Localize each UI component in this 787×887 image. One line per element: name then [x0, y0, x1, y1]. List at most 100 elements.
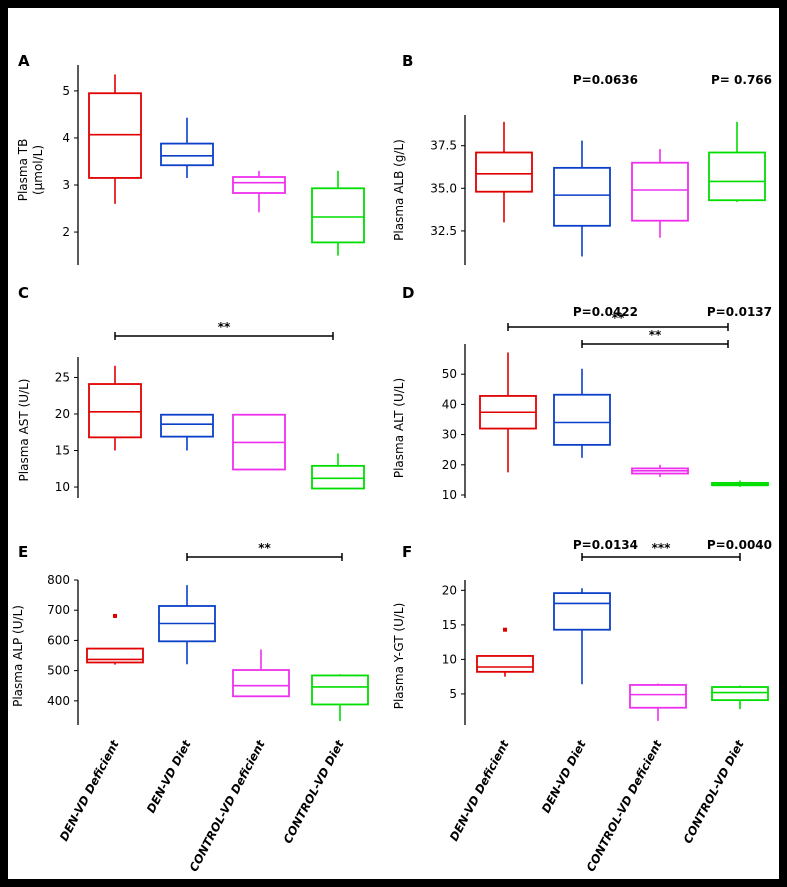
- box-iqr: [475, 151, 533, 193]
- y-tick-label: 25: [55, 370, 70, 384]
- box-iqr: [88, 92, 142, 179]
- box-iqr: [160, 413, 214, 438]
- x-tick-label: CONTROL-VD Deficient: [583, 737, 664, 874]
- y-axis-label: Plasma ALB (g/L): [392, 139, 406, 241]
- outlier-point: [503, 627, 507, 632]
- box-1: [158, 585, 216, 665]
- y-tick-label: 20: [442, 583, 457, 597]
- y-tick-label: 35.0: [430, 181, 457, 195]
- box-3: [708, 121, 766, 202]
- box-0: [479, 352, 537, 473]
- box-iqr: [708, 151, 766, 202]
- x-tick-label: CONTROL-VD Diet: [280, 737, 346, 845]
- y-tick-label: 600: [47, 633, 70, 647]
- panel-letter: F: [402, 543, 412, 561]
- box-1: [553, 140, 611, 257]
- y-axis-label-line: Plasma Y-GT (U/L): [392, 603, 406, 710]
- y-tick-label: 2: [62, 225, 70, 239]
- y-tick-label: 800: [47, 573, 70, 587]
- significance-stars: **: [258, 541, 271, 555]
- x-tick-label: DEN-VD Diet: [539, 737, 589, 815]
- y-tick-label: 400: [47, 694, 70, 708]
- p-value: P=0.0134: [573, 538, 638, 552]
- box-3: [311, 453, 365, 490]
- p-value: P=0.0040: [707, 538, 772, 552]
- box-iqr: [553, 393, 611, 446]
- box-3: [711, 480, 769, 487]
- box-iqr: [631, 161, 689, 222]
- significance-bracket: **: [186, 541, 343, 561]
- y-tick-label: 15: [55, 444, 70, 458]
- significance-stars: **: [649, 328, 662, 342]
- box-iqr: [553, 592, 611, 631]
- y-tick-label: 50: [442, 367, 457, 381]
- y-axis-label-line: Plasma ALT (U/L): [392, 378, 406, 478]
- panel-e: E P=0.0134 400 500 600 700 800 Plasma ALP (U/L)…: [11, 538, 638, 725]
- box-iqr: [86, 647, 144, 664]
- box-2: [232, 649, 290, 698]
- box-iqr: [711, 686, 769, 702]
- p-value: P=0.0137: [707, 305, 772, 319]
- y-tick-label: 15: [442, 618, 457, 632]
- significance-bracket: **: [507, 311, 729, 331]
- box-0: [476, 655, 534, 677]
- panel-d: D P=0.0137 10 20 30 40 50 Plasma ALT (U/L) ** **: [392, 284, 772, 502]
- x-tick-label: CONTROL-VD Deficient: [186, 737, 267, 874]
- box-1: [553, 368, 611, 458]
- box-iqr: [311, 187, 365, 244]
- x-tick-label: DEN-VD Deficient: [57, 737, 122, 843]
- box-iqr: [160, 142, 214, 167]
- y-axis-label: Plasma AST (U/L): [17, 379, 31, 482]
- box-iqr: [476, 655, 534, 673]
- box-0: [88, 74, 142, 204]
- y-axis-label: Plasma Y-GT (U/L): [392, 603, 406, 710]
- panel-b: B P= 0.766 32.5 35.0 37.5 Plasma ALB (g/L): [392, 52, 772, 265]
- y-tick-label: 500: [47, 664, 70, 678]
- box-0: [86, 647, 144, 665]
- box-2: [631, 149, 689, 238]
- box-iqr: [553, 166, 611, 227]
- box-1: [553, 588, 611, 685]
- y-tick-label: 10: [55, 480, 70, 494]
- y-tick-label: 32.5: [430, 224, 457, 238]
- y-tick-label: 10: [442, 488, 457, 502]
- significance-stars: **: [218, 320, 231, 334]
- box-0: [88, 365, 142, 451]
- y-tick-label: 700: [47, 603, 70, 617]
- panel-letter: B: [402, 52, 413, 70]
- y-axis-label-line: Plasma TB: [16, 139, 30, 202]
- p-value: P=0.0422: [573, 305, 638, 319]
- box-2: [232, 170, 286, 213]
- x-tick-label: DEN-VD Deficient: [447, 737, 512, 843]
- box-2: [629, 683, 687, 721]
- box-iqr: [311, 674, 369, 706]
- p-value: P=0.0636: [573, 73, 638, 87]
- figure-canvas: A P=0.0636 2 3 4 5 Plasma TB(μmol/L) B P= 0.766 3…: [8, 8, 779, 879]
- x-tick-label: CONTROL-VD Diet: [680, 737, 746, 845]
- significance-bracket: ***: [581, 541, 741, 561]
- box-1: [160, 413, 214, 451]
- significance-bracket: **: [114, 320, 334, 340]
- panel-c: C P=0.0422 10 15 20 25 Plasma AST (U/L) **: [17, 284, 638, 498]
- panel-a: A P=0.0636 2 3 4 5 Plasma TB(μmol/L): [16, 52, 638, 265]
- y-tick-label: 5: [449, 687, 457, 701]
- box-1: [160, 117, 214, 178]
- x-tick-label: DEN-VD Diet: [144, 737, 194, 815]
- y-tick-label: 3: [62, 178, 70, 192]
- box-2: [631, 464, 689, 477]
- y-axis-label: Plasma TB(μmol/L): [16, 139, 45, 202]
- box-2: [232, 413, 286, 471]
- y-axis-label-line: Plasma ALP (U/L): [11, 605, 25, 707]
- panel-letter: E: [18, 543, 28, 561]
- p-value: P= 0.766: [711, 73, 772, 87]
- significance-bracket: **: [581, 328, 729, 348]
- y-tick-label: 20: [55, 407, 70, 421]
- box-iqr: [88, 383, 142, 439]
- panel-letter: D: [402, 284, 414, 302]
- significance-stars: **: [612, 311, 625, 325]
- y-tick-label: 30: [442, 428, 457, 442]
- panel-letter: A: [18, 52, 30, 70]
- boxplot-figure: A P=0.0636 2 3 4 5 Plasma TB(μmol/L) B P= 0.766 3…: [11, 52, 772, 874]
